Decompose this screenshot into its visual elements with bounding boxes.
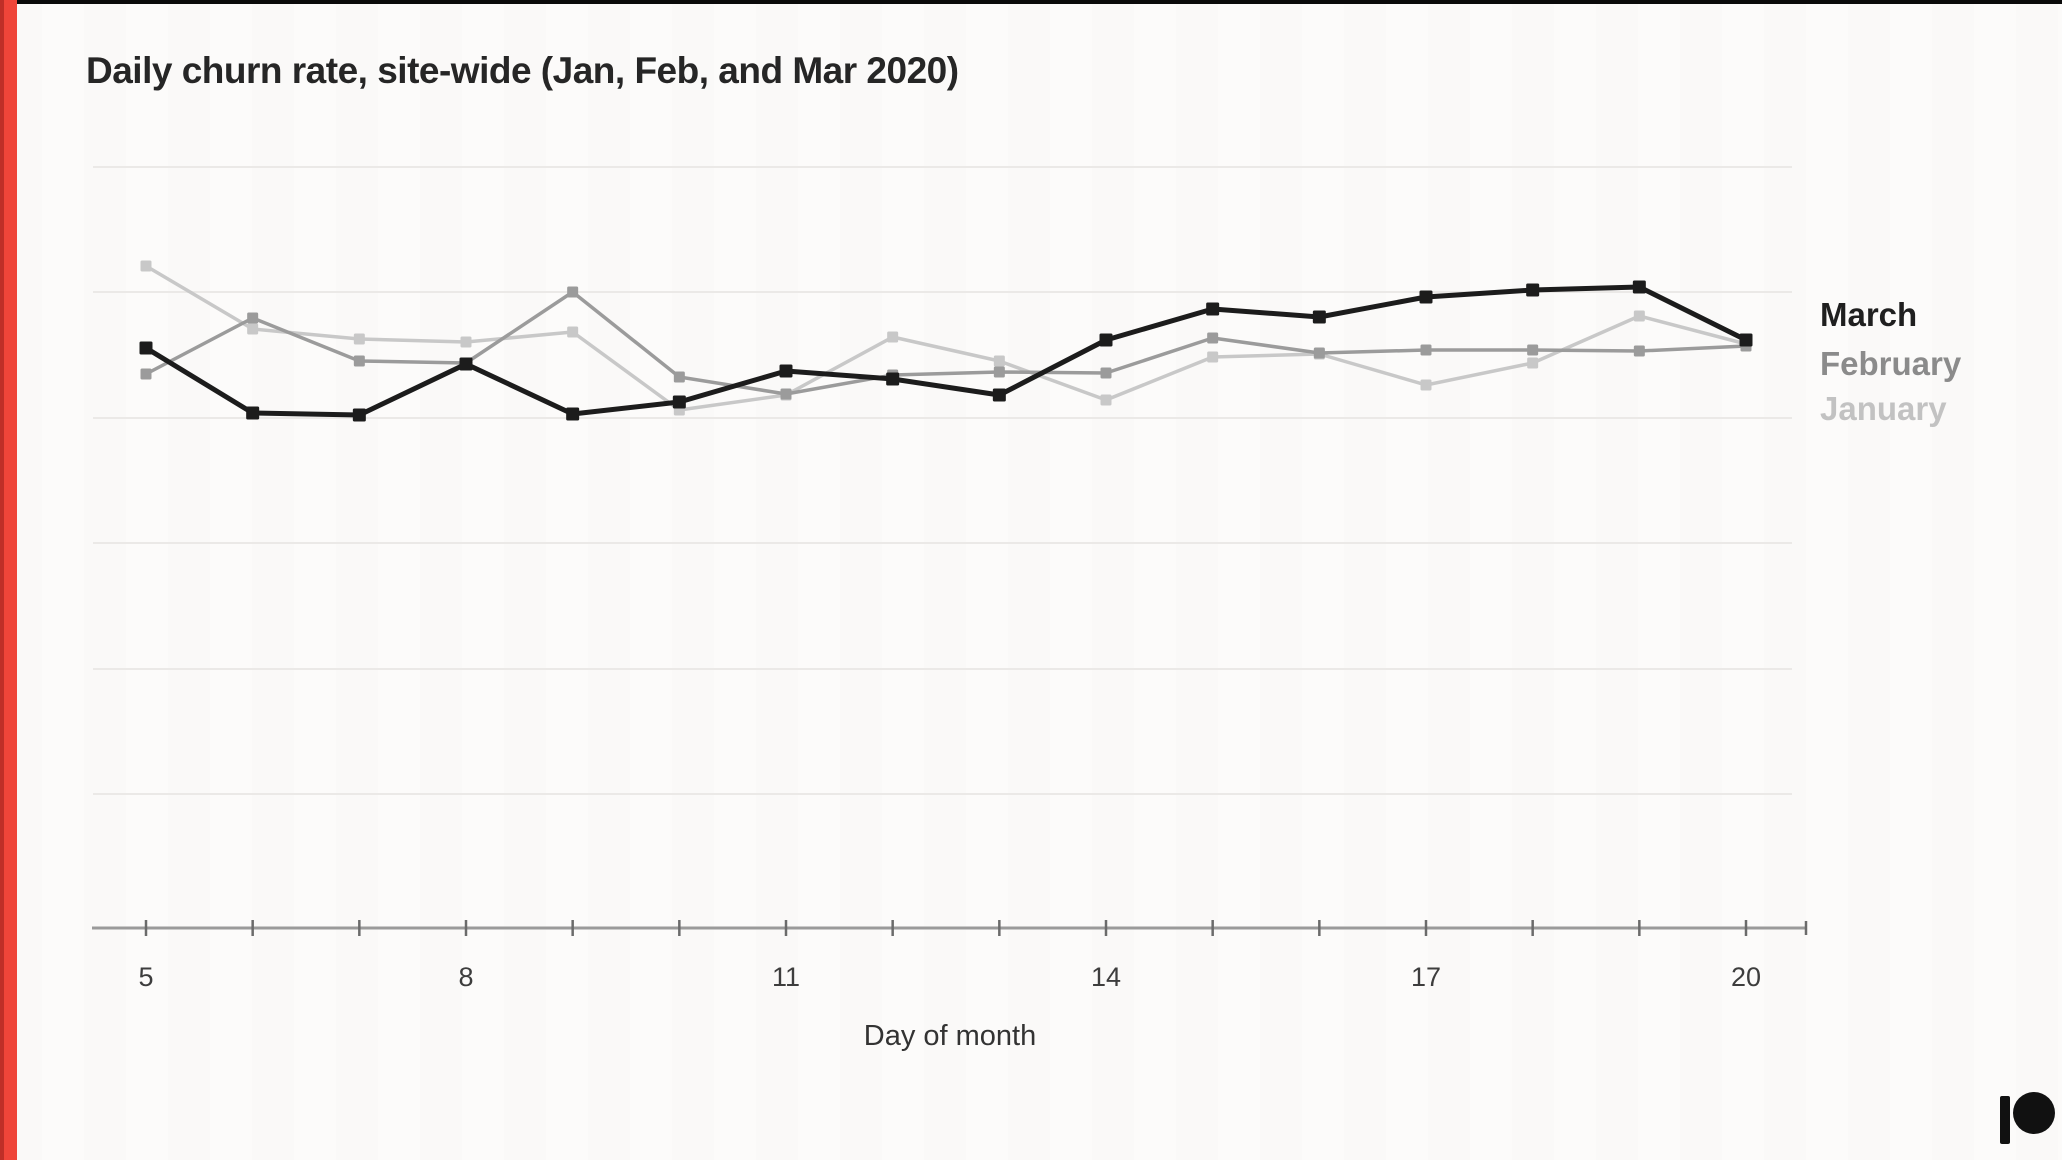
data-point-february [780, 388, 792, 400]
data-point-february [1527, 344, 1539, 356]
data-point-january [887, 331, 899, 343]
data-point-march [1206, 302, 1220, 316]
patreon-logo-circle [2013, 1092, 2055, 1134]
x-tick-label: 5 [138, 962, 153, 992]
data-point-march [566, 407, 580, 421]
data-point-february [247, 312, 259, 324]
data-point-march [1526, 283, 1540, 297]
x-tick-label: 17 [1411, 962, 1441, 992]
data-point-march [672, 395, 686, 409]
data-point-february [1420, 344, 1432, 356]
x-tick-label: 20 [1731, 962, 1761, 992]
top-black-strip [0, 0, 2062, 4]
data-point-january [1100, 394, 1112, 406]
data-point-january [247, 323, 259, 335]
data-point-february [1633, 345, 1645, 357]
x-tick-label: 11 [772, 962, 800, 992]
data-point-february [673, 371, 685, 383]
data-point-february [993, 366, 1005, 378]
data-point-january [993, 355, 1005, 367]
data-point-january [1633, 310, 1645, 322]
data-point-february [1313, 347, 1325, 359]
data-point-january [353, 333, 365, 345]
series-line-march [144, 284, 1748, 418]
data-point-march [459, 357, 473, 371]
patreon-logo [2000, 1092, 2055, 1144]
data-point-february [1207, 332, 1219, 344]
data-point-january [1527, 357, 1539, 369]
data-point-march [886, 372, 900, 386]
data-point-january [140, 260, 152, 272]
x-tick-label: 14 [1091, 962, 1121, 992]
left-red-strip-edge [0, 0, 4, 1160]
data-point-march [1739, 333, 1753, 347]
left-red-strip [0, 0, 17, 1160]
data-point-february [567, 286, 579, 298]
data-point-february [140, 368, 152, 380]
series-line-january [145, 264, 1747, 412]
data-point-march [779, 364, 793, 378]
data-point-january [1420, 379, 1432, 391]
data-point-march [1312, 310, 1326, 324]
data-point-january [1207, 351, 1219, 363]
data-point-march [352, 408, 366, 422]
data-point-march [1099, 333, 1113, 347]
data-point-february [353, 355, 365, 367]
legend-item-january: January [1820, 390, 1947, 427]
series-line-february [145, 290, 1747, 396]
data-point-march [1419, 290, 1433, 304]
x-tick-label: 8 [458, 962, 473, 992]
data-point-february [1100, 367, 1112, 379]
patreon-logo-bar [2000, 1096, 2010, 1144]
chart-title: Daily churn rate, site-wide (Jan, Feb, a… [86, 50, 959, 91]
data-point-january [460, 336, 472, 348]
data-point-january [567, 326, 579, 338]
x-axis-title: Day of month [863, 1020, 1037, 1052]
data-point-march [139, 341, 153, 355]
data-point-march [246, 406, 260, 420]
data-point-march [1632, 280, 1646, 294]
legend-item-march: March [1820, 296, 1918, 333]
data-point-march [992, 388, 1006, 402]
legend-item-february: February [1820, 345, 1962, 382]
